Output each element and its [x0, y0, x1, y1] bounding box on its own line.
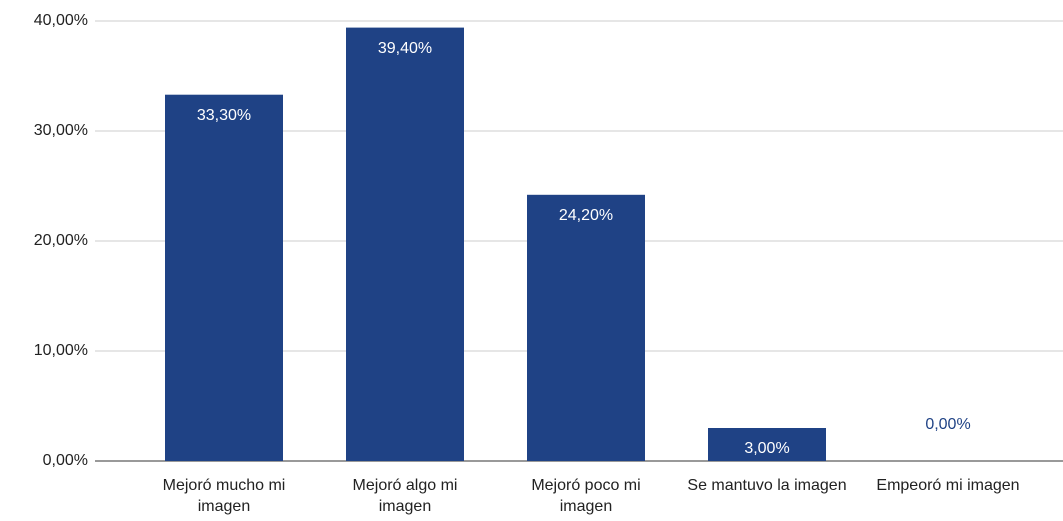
- x-tick-label: Mejoró poco mi imagen: [531, 477, 641, 515]
- y-tick-label: 40,00%: [34, 12, 88, 29]
- data-label: 0,00%: [925, 416, 970, 433]
- bar: [165, 94, 283, 461]
- x-tick-label: Empeoró mi imagen: [876, 477, 1020, 494]
- y-tick-label: 30,00%: [34, 122, 88, 139]
- x-tick-label: Mejoró algo mi imagen: [352, 477, 458, 515]
- x-tick-label: Se mantuvo la imagen: [687, 477, 847, 494]
- y-tick-label: 10,00%: [34, 342, 88, 359]
- data-label: 39,40%: [378, 40, 432, 57]
- bar: [527, 194, 645, 462]
- x-tick-label: Mejoró mucho mi imagen: [162, 477, 286, 515]
- y-tick-label: 0,00%: [43, 452, 88, 469]
- bar: [346, 27, 464, 461]
- y-tick-label: 20,00%: [34, 232, 88, 249]
- data-label: 24,20%: [559, 207, 613, 224]
- bar: [708, 428, 826, 461]
- data-label: 33,30%: [197, 107, 251, 124]
- data-label: 3,00%: [744, 440, 789, 457]
